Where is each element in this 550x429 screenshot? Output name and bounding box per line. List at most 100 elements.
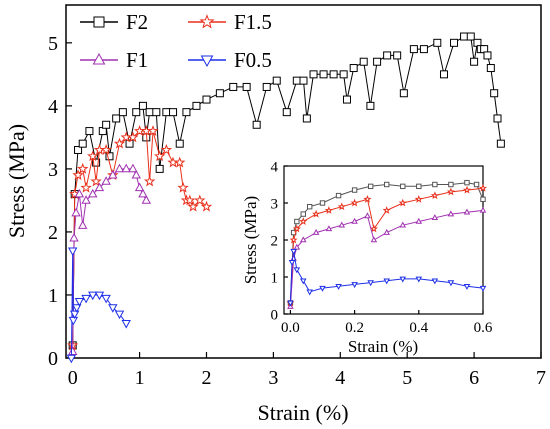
main-series-f2-point bbox=[138, 101, 147, 110]
main-x-tick-label: 1 bbox=[135, 367, 145, 389]
inset-series-f2-point bbox=[400, 183, 406, 190]
main-series-f2-point bbox=[359, 57, 368, 66]
main-series-f0-5-point bbox=[121, 320, 131, 329]
main-series-f2-point bbox=[393, 51, 402, 60]
inset-series-f2-point bbox=[306, 204, 313, 210]
main-x-tick-label: 2 bbox=[201, 367, 211, 389]
main-y-tick-label: 4 bbox=[48, 96, 58, 118]
main-x-tick-label: 7 bbox=[536, 367, 546, 389]
inset-series-f0-5-point bbox=[351, 282, 358, 289]
main-series-f2-point bbox=[252, 120, 261, 129]
main-series-f2-point bbox=[460, 32, 469, 41]
main-series-f1-point bbox=[67, 346, 78, 355]
legend-label: F2 bbox=[126, 10, 148, 34]
legend-entry-f0-5: F0.5 bbox=[188, 48, 272, 72]
inset-series-f1-point bbox=[370, 236, 378, 243]
inset-y-tick-label: 2 bbox=[271, 233, 279, 249]
main-series-f2-point bbox=[162, 108, 171, 117]
inset-series-f1-point bbox=[479, 206, 487, 213]
main-series-f1-point bbox=[94, 182, 105, 192]
main-series-f2-point bbox=[175, 139, 184, 148]
main-series-f2-point bbox=[483, 51, 492, 60]
main-series-f1-point bbox=[141, 195, 151, 204]
main-series-f1-point bbox=[128, 163, 138, 173]
inset-x-tick-label: 0.0 bbox=[281, 320, 300, 336]
inset-series-f1-point bbox=[351, 217, 358, 224]
main-series-f2-point bbox=[272, 76, 281, 85]
inset-y-axis-label: Stress (MPa) bbox=[241, 196, 260, 284]
inset-series-f2-point bbox=[319, 200, 326, 206]
main-x-tick-label: 3 bbox=[268, 367, 278, 389]
main-series-f1-point bbox=[114, 163, 125, 173]
inset-series-f0-5-point bbox=[383, 278, 390, 285]
inset-series-f1-point bbox=[312, 228, 320, 235]
main-series-f1-5 bbox=[67, 125, 213, 351]
main-series-f1-5-point bbox=[100, 144, 112, 155]
main-series-f2-point bbox=[299, 76, 308, 85]
main-series-f2-point bbox=[439, 70, 448, 79]
main-series-layer bbox=[66, 32, 505, 364]
main-series-f0-5-point bbox=[94, 291, 105, 301]
main-series-f2-point bbox=[169, 108, 178, 117]
main-y-tick-label: 1 bbox=[48, 285, 58, 307]
inset-x-tick-label: 0.6 bbox=[474, 320, 493, 336]
legend-label: F1.5 bbox=[234, 10, 272, 34]
main-series-f1-point bbox=[88, 188, 98, 198]
main-series-f1-point bbox=[74, 188, 85, 198]
inset-series-f2-point bbox=[384, 181, 390, 188]
main-series-f2-point bbox=[366, 101, 375, 110]
inset-series-f1-5-point bbox=[398, 198, 407, 207]
main-series-f2-point bbox=[399, 89, 408, 98]
inset-series-f2-point bbox=[416, 183, 422, 190]
legend-swatch-marker bbox=[199, 14, 215, 29]
inset-series-f1-point bbox=[383, 228, 390, 235]
main-series-f2-point bbox=[409, 45, 418, 54]
main-series-f1-5-point bbox=[143, 175, 156, 187]
main-series-f0-5 bbox=[66, 247, 131, 364]
main-series-f2-point bbox=[145, 108, 154, 117]
main-series-f0-5-point bbox=[68, 316, 79, 326]
main-series-f2-point bbox=[125, 139, 134, 148]
main-series-f0-5-point bbox=[108, 304, 118, 313]
main-series-f2-point bbox=[493, 114, 502, 123]
main-series-f1-point bbox=[121, 163, 131, 173]
inset-series-f0-5-point bbox=[463, 283, 471, 290]
main-y-tick-label: 5 bbox=[48, 33, 58, 55]
main-series-f0-5-point bbox=[88, 291, 98, 301]
main-x-axis-label: Strain (%) bbox=[257, 400, 348, 425]
main-y-tick-label: 0 bbox=[48, 348, 58, 370]
main-series-f2-point bbox=[152, 108, 161, 117]
main-series-f2-point bbox=[78, 139, 87, 148]
main-series-f1-point bbox=[78, 220, 88, 229]
inset-series-f1-5-point bbox=[414, 194, 423, 203]
inset-series-f1-5-point bbox=[479, 183, 487, 192]
main-series-f0-5-point bbox=[81, 294, 91, 304]
main-series-f2-point bbox=[215, 89, 224, 98]
main-series-f2-point bbox=[319, 70, 328, 79]
main-series-f2-point bbox=[490, 89, 499, 98]
inset-series-f1-5-point bbox=[324, 206, 334, 214]
main-series-f0-5-point bbox=[114, 310, 125, 320]
main-series-f2-point bbox=[262, 82, 271, 91]
main-series-f2-point bbox=[74, 145, 83, 154]
main-series-f1-point bbox=[131, 169, 141, 179]
inset-series-layer bbox=[286, 179, 487, 309]
main-series-f1-5-point bbox=[187, 200, 199, 212]
inset-series-f0-5-point bbox=[299, 278, 307, 285]
main-x-tick-label: 4 bbox=[335, 367, 345, 389]
legend-entry-f1: F1 bbox=[80, 48, 148, 72]
main-series-f1-point bbox=[81, 195, 91, 204]
main-series-f2-point bbox=[105, 152, 114, 161]
main-series-f1-5-point bbox=[160, 144, 173, 155]
inset-plot-frame bbox=[283, 165, 484, 315]
legend-label: F0.5 bbox=[234, 48, 272, 72]
main-series-f2-point bbox=[470, 57, 479, 66]
inset-series-f1-5-point bbox=[430, 191, 439, 200]
main-series-f1-point bbox=[71, 207, 81, 217]
legend: F2 F1.5 F1 F0.5 bbox=[80, 10, 272, 72]
main-series-f2-point bbox=[339, 70, 348, 79]
main-series-f1-point bbox=[69, 232, 79, 242]
inset-series-f1-5-point bbox=[382, 206, 391, 214]
inset-series-f1-point bbox=[415, 217, 423, 224]
